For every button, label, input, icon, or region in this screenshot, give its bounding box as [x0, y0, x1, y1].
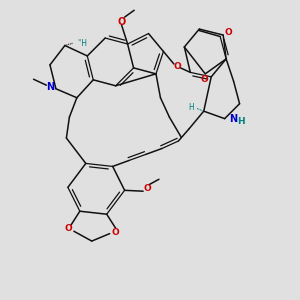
- Text: N: N: [229, 114, 237, 124]
- Text: O: O: [225, 28, 232, 37]
- Text: O: O: [118, 16, 126, 27]
- Text: O: O: [64, 224, 72, 233]
- Text: ''H: ''H: [77, 39, 87, 48]
- Text: O: O: [143, 184, 151, 193]
- Text: O: O: [201, 75, 208, 84]
- Text: O: O: [173, 62, 181, 71]
- Text: H: H: [188, 103, 194, 112]
- Text: O: O: [111, 228, 119, 237]
- Text: N: N: [46, 82, 55, 92]
- Text: H: H: [237, 117, 245, 126]
